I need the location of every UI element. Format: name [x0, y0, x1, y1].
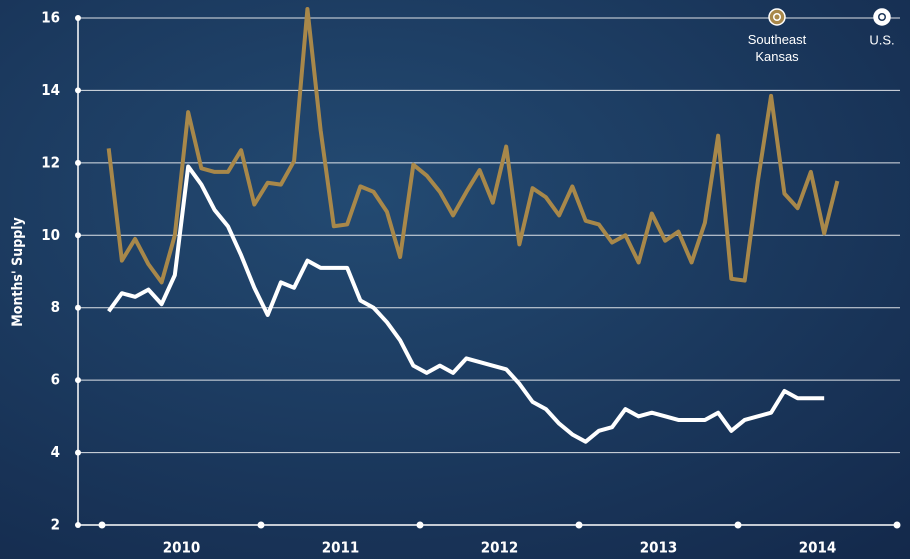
y-tick-label: 12 [41, 153, 60, 171]
y-tick-label: 4 [51, 443, 60, 461]
legend-marker-core [879, 14, 885, 20]
series-line [106, 6, 840, 285]
series-line [107, 164, 825, 444]
x-tick-label: 2010 [163, 539, 201, 557]
legend-label: U.S. [869, 32, 894, 47]
y-axis-label: Months' Supply [10, 217, 26, 326]
y-tick-label: 6 [51, 371, 60, 389]
year-boundary-dot [575, 521, 583, 529]
y-tick-label: 8 [51, 298, 60, 316]
y-tick-label: 2 [51, 516, 60, 534]
year-boundary-dot [257, 521, 265, 529]
legend-marker-core [774, 14, 780, 20]
x-tick-label: 2014 [799, 539, 837, 557]
y-tick-label: 10 [41, 226, 60, 244]
legend-label: Southeast Kansas [748, 32, 807, 64]
year-boundary-dot [98, 521, 106, 529]
year-boundary-dot [893, 521, 901, 529]
year-boundary-dot [734, 521, 742, 529]
year-boundary-dot [416, 521, 424, 529]
y-tick-label: 16 [41, 9, 60, 27]
x-tick-label: 2013 [640, 539, 678, 557]
y-tick-label: 14 [41, 81, 60, 99]
x-tick-label: 2011 [322, 539, 360, 557]
x-tick-label: 2012 [481, 539, 519, 557]
